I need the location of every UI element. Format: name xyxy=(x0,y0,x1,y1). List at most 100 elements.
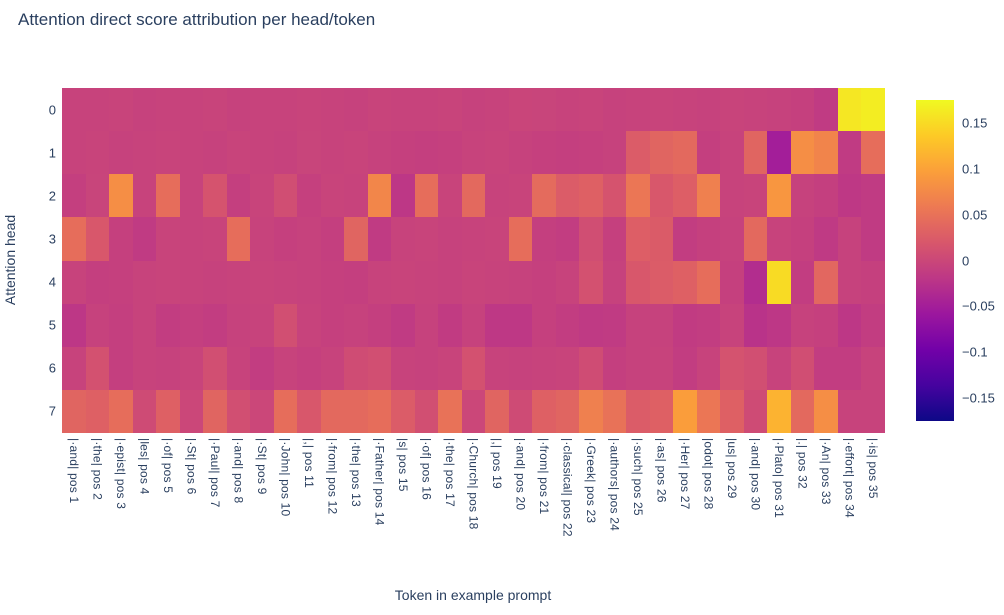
heatmap-cell xyxy=(649,88,674,132)
heatmap-cell xyxy=(250,346,274,390)
heatmap-cell xyxy=(673,131,697,175)
heatmap-cell xyxy=(132,131,157,175)
heatmap-cell xyxy=(720,346,744,390)
y-axis-title: Attention head xyxy=(2,214,18,306)
heatmap-cell xyxy=(179,346,204,390)
heatmap-cell xyxy=(508,346,533,390)
x-tick-label: |·and| pos 8 xyxy=(231,438,246,504)
heatmap-cell xyxy=(602,174,627,218)
heatmap-cell xyxy=(179,88,204,132)
heatmap-cell xyxy=(62,260,86,304)
heatmap-cell xyxy=(767,217,791,261)
heatmap-cell xyxy=(156,260,180,304)
heatmap-cell xyxy=(226,88,251,132)
x-tick-label: |·Plato| pos 31 xyxy=(772,438,787,518)
y-tick-label: 2 xyxy=(48,188,56,204)
y-tick-label: 3 xyxy=(48,231,56,247)
heatmap-cell xyxy=(555,174,580,218)
heatmap-cell xyxy=(626,88,650,132)
heatmap-cell xyxy=(203,174,227,218)
heatmap-cell xyxy=(649,389,674,433)
heatmap-cell xyxy=(579,217,603,261)
heatmap-cell xyxy=(579,174,603,218)
heatmap-cell xyxy=(226,346,251,390)
heatmap-cell xyxy=(790,174,815,218)
heatmap-cell xyxy=(156,389,180,433)
heatmap-cell xyxy=(555,217,580,261)
heatmap-cell xyxy=(367,346,392,390)
colorbar-tick-label: 0.15 xyxy=(962,115,988,131)
heatmap-cell xyxy=(297,131,321,175)
heatmap-cell xyxy=(297,88,321,132)
chart-title: Attention direct score attribution per h… xyxy=(18,10,376,29)
x-tick-label: |·epist| pos 3 xyxy=(113,438,128,510)
x-tick-label: |·An| pos 33 xyxy=(819,438,834,505)
heatmap-cell xyxy=(485,174,509,218)
heatmap-cell xyxy=(790,389,815,433)
x-tick-label: |·Greek| pos 23 xyxy=(584,438,599,524)
heatmap-cell xyxy=(414,88,439,132)
heatmap-cell xyxy=(861,389,885,433)
heatmap-cell xyxy=(461,303,486,347)
heatmap-cell xyxy=(814,389,838,433)
x-tick-label: |les| pos 4 xyxy=(137,438,152,495)
heatmap-cell xyxy=(767,88,791,132)
heatmap-cell xyxy=(579,303,603,347)
heatmap-cell xyxy=(156,217,180,261)
heatmap-cell xyxy=(250,131,274,175)
heatmap-cell xyxy=(532,131,556,175)
colorbar-tick-label: −0.15 xyxy=(962,390,995,406)
heatmap-cell xyxy=(743,131,768,175)
x-tick-label: |·from| pos 12 xyxy=(325,438,340,515)
heatmap-cell xyxy=(109,88,133,132)
heatmap-cell xyxy=(320,88,345,132)
heatmap-cell xyxy=(555,303,580,347)
heatmap-cell xyxy=(109,131,133,175)
heatmap-cell xyxy=(532,174,556,218)
heatmap-cell xyxy=(320,217,345,261)
y-tick-label: 1 xyxy=(48,145,56,161)
heatmap-cell xyxy=(814,88,838,132)
x-tick-label: |odot| pos 28 xyxy=(701,438,716,510)
x-tick-label: |·from| pos 21 xyxy=(537,438,552,515)
heatmap-cell xyxy=(485,88,509,132)
heatmap-cell xyxy=(344,260,368,304)
heatmap-cell xyxy=(743,88,768,132)
heatmap-cell xyxy=(344,303,368,347)
heatmap-grid[interactable] xyxy=(62,88,885,433)
heatmap-cell xyxy=(532,303,556,347)
heatmap-cell xyxy=(203,217,227,261)
heatmap-cell xyxy=(273,174,298,218)
heatmap-cell xyxy=(250,88,274,132)
heatmap-cell xyxy=(414,346,439,390)
heatmap-cell xyxy=(720,174,744,218)
heatmap-cell xyxy=(179,303,204,347)
colorbar-tick-label: 0.1 xyxy=(962,161,981,177)
heatmap-cell xyxy=(132,260,157,304)
heatmap-cell xyxy=(156,303,180,347)
heatmap-cell xyxy=(861,303,885,347)
heatmap-cell xyxy=(673,88,697,132)
heatmap-cell xyxy=(602,389,627,433)
heatmap-cell xyxy=(790,88,815,132)
heatmap-cell xyxy=(602,217,627,261)
x-tick-label: |·of| pos 5 xyxy=(160,438,175,494)
heatmap-cell xyxy=(203,88,227,132)
heatmap-cell xyxy=(250,389,274,433)
x-tick-label: |·is| pos 35 xyxy=(866,438,881,499)
heatmap-cell xyxy=(367,303,392,347)
heatmap-cell xyxy=(156,346,180,390)
heatmap-cell xyxy=(673,346,697,390)
heatmap-cell xyxy=(273,389,298,433)
heatmap-cell xyxy=(273,303,298,347)
heatmap-cell xyxy=(203,303,227,347)
heatmap-cell xyxy=(814,346,838,390)
heatmap-cell xyxy=(814,260,838,304)
heatmap-cell xyxy=(320,260,345,304)
heatmap-cell xyxy=(62,88,86,132)
heatmap-cell xyxy=(438,131,462,175)
heatmap-cell xyxy=(367,217,392,261)
heatmap-cell xyxy=(156,131,180,175)
heatmap-cell xyxy=(461,217,486,261)
heatmap-cell xyxy=(85,131,110,175)
